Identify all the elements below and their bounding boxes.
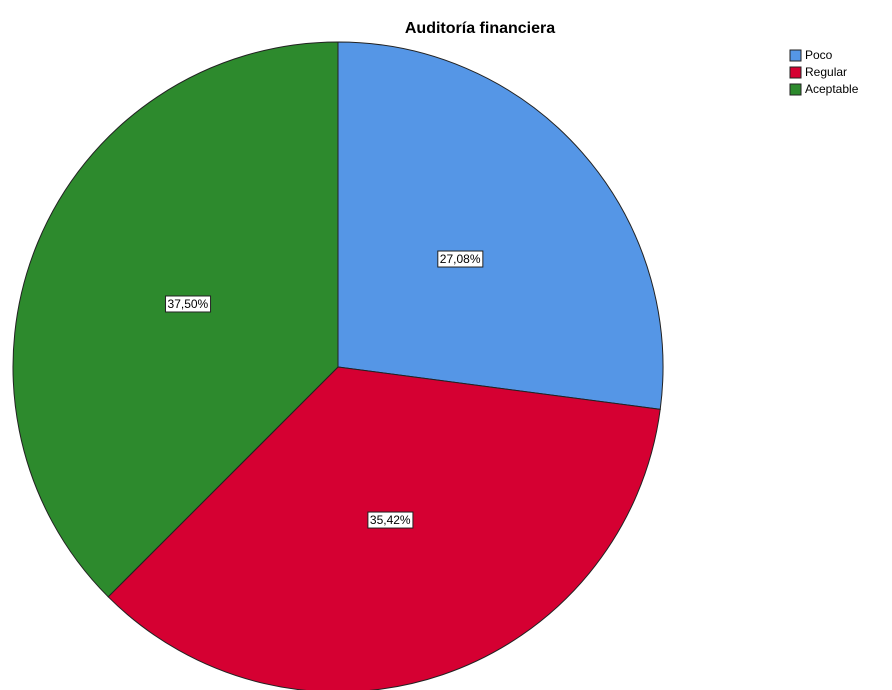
pie-slice [337,41,664,410]
value-label: 27,08% [440,252,481,266]
legend-swatch [789,49,802,62]
value-label-box [437,250,484,268]
value-label-box [165,295,212,313]
legend-swatch [789,66,802,79]
value-label: 35,42% [370,513,411,527]
pie-slice [12,41,339,598]
legend-label: Poco [805,48,833,62]
legend-label: Regular [805,65,847,79]
value-label: 37,50% [168,297,209,311]
legend-swatch [789,83,802,96]
value-label-box [367,511,414,529]
chart-title: Auditoría financiera [405,20,555,37]
legend-label: Aceptable [805,82,859,96]
